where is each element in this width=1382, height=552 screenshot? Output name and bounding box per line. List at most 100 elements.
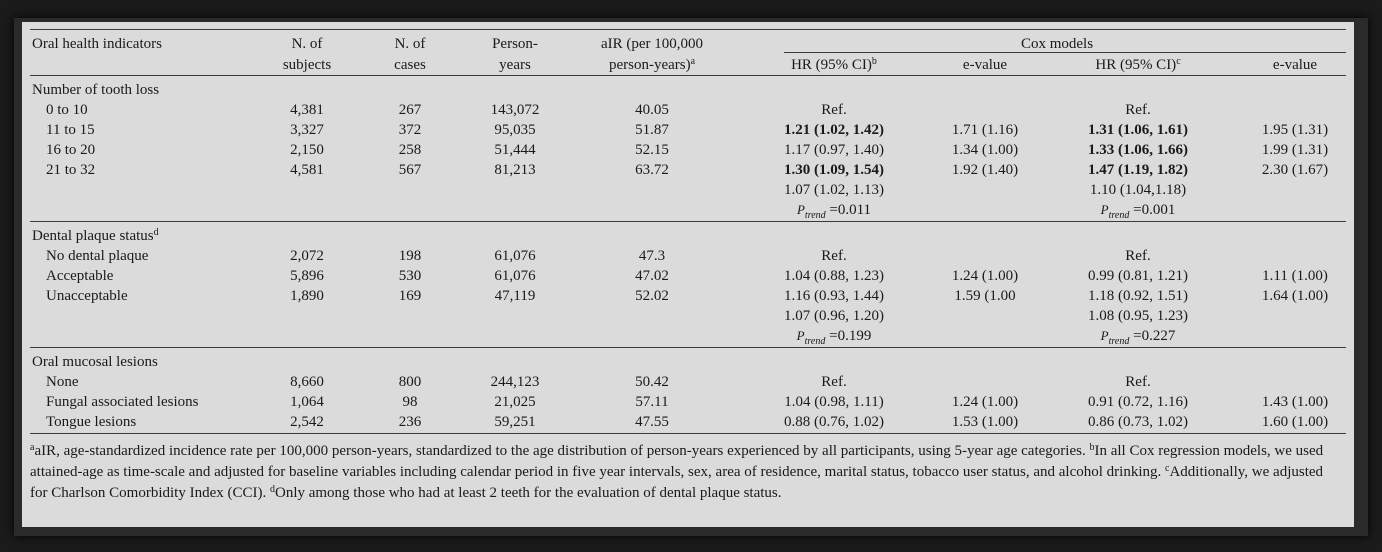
header-hr2: HR (95% CI)c — [1095, 56, 1181, 74]
cell-cases: 98 — [402, 394, 418, 410]
cell-cases: 567 — [398, 162, 422, 178]
cell-py: 95,035 — [494, 122, 536, 138]
cell-ev1: 1.34 (1.00) — [951, 142, 1019, 158]
cell-subjects: 1,064 — [290, 394, 324, 410]
header-cases-2: cases — [394, 57, 426, 73]
cell-hr1: 1.21 (1.02, 1.42) — [784, 122, 884, 138]
row-label: None — [46, 374, 79, 390]
cell-hr2: 0.99 (0.81, 1.21) — [1088, 268, 1188, 284]
cell-trend-hr1: 1.07 (0.96, 1.20) — [784, 308, 884, 324]
cell-air: 47.02 — [635, 268, 669, 284]
row-label: 21 to 32 — [46, 162, 96, 178]
header-indicator: Oral health indicators — [32, 36, 162, 52]
cell-ev1: 1.24 (1.00) — [951, 394, 1019, 410]
header-air-2: person-years)a — [608, 56, 696, 74]
section-rule-1 — [30, 221, 1346, 222]
cell-py: 143,072 — [490, 102, 540, 118]
cell-hr2: 1.18 (0.92, 1.51) — [1088, 288, 1188, 304]
cell-hr2: 0.86 (0.73, 1.02) — [1088, 414, 1188, 430]
cell-py: 51,444 — [494, 142, 536, 158]
cell-cases: 530 — [398, 268, 422, 284]
header-subjects-1: N. of — [291, 36, 323, 52]
row-label: Tongue lesions — [46, 414, 137, 430]
header-ev2: e-value — [1272, 57, 1318, 73]
header-air-1: aIR (per 100,000 — [600, 36, 704, 52]
cell-ev1: 1.24 (1.00) — [951, 268, 1019, 284]
section-title-tooth-loss: Number of tooth loss — [32, 82, 160, 98]
cell-hr2: 0.91 (0.72, 1.16) — [1088, 394, 1188, 410]
cell-hr2: 1.33 (1.06, 1.66) — [1088, 142, 1188, 158]
section-title-mucosal: Oral mucosal lesions — [32, 354, 158, 370]
header-cox: Cox models — [1020, 36, 1094, 52]
cell-ev2: 1.95 (1.31) — [1261, 122, 1329, 138]
header-cases-1: N. of — [394, 36, 426, 52]
footnote-b: In all Cox regression models, we used at… — [30, 443, 1324, 480]
cell-py: 59,251 — [494, 414, 536, 430]
row-label: 16 to 20 — [46, 142, 96, 158]
p-trend-1: Ptrend =0.199 — [796, 328, 872, 347]
cell-ev2: 1.11 (1.00) — [1262, 268, 1328, 284]
cell-hr1: 1.04 (0.98, 1.11) — [784, 394, 884, 410]
cell-hr1: 1.30 (1.09, 1.54) — [784, 162, 884, 178]
cell-air: 57.11 — [635, 394, 669, 410]
cell-hr2: Ref. — [1125, 374, 1151, 390]
p-trend-1: Ptrend =0.011 — [796, 202, 872, 221]
section-rule-2 — [30, 347, 1346, 348]
cell-trend-hr2: 1.08 (0.95, 1.23) — [1088, 308, 1188, 324]
cell-cases: 800 — [398, 374, 422, 390]
header-rule — [30, 75, 1346, 76]
row-label: Unacceptable — [46, 288, 128, 304]
cell-ev2: 2.30 (1.67) — [1261, 162, 1329, 178]
cell-trend-hr1: 1.07 (1.02, 1.13) — [784, 182, 884, 198]
row-label: No dental plaque — [46, 248, 149, 264]
cell-air: 50.42 — [635, 374, 669, 390]
cox-rule — [784, 52, 1346, 53]
cell-ev2: 1.99 (1.31) — [1261, 142, 1329, 158]
p-trend-2: Ptrend =0.001 — [1100, 202, 1176, 221]
footnote-mark-a: a — [30, 442, 35, 453]
cell-subjects: 4,581 — [290, 162, 324, 178]
cell-ev1: 1.71 (1.16) — [951, 122, 1019, 138]
header-py-2: years — [499, 57, 531, 73]
footnote-mark-c: c — [1164, 463, 1170, 474]
cell-subjects: 2,072 — [290, 248, 324, 264]
top-rule — [30, 29, 1346, 30]
cell-air: 40.05 — [635, 102, 669, 118]
p-trend-2: Ptrend =0.227 — [1100, 328, 1176, 347]
cell-air: 51.87 — [635, 122, 669, 138]
cell-cases: 169 — [398, 288, 422, 304]
cell-cases: 267 — [398, 102, 422, 118]
cell-hr1: 1.17 (0.97, 1.40) — [784, 142, 884, 158]
cell-hr2: 1.47 (1.19, 1.82) — [1088, 162, 1188, 178]
footnote-mark-b: b — [1089, 442, 1095, 453]
bottom-rule — [30, 433, 1346, 434]
cell-cases: 372 — [398, 122, 422, 138]
cell-ev1: 1.53 (1.00) — [951, 414, 1019, 430]
header-hr1: HR (95% CI)b — [791, 56, 877, 74]
cell-py: 47,119 — [494, 288, 536, 304]
cell-py: 61,076 — [494, 268, 536, 284]
footnote-mark-d: d — [269, 484, 275, 495]
footnote-a: aIR, age-standardized incidence rate per… — [34, 443, 1090, 459]
header-subjects-2: subjects — [282, 57, 332, 73]
footnote-c: Additionally, we adjusted for Charlson C… — [30, 464, 1324, 501]
cell-ev2: 1.60 (1.00) — [1261, 414, 1329, 430]
cell-subjects: 3,327 — [290, 122, 324, 138]
cell-hr1: 1.04 (0.88, 1.23) — [784, 268, 884, 284]
cell-py: 21,025 — [494, 394, 536, 410]
cell-subjects: 1,890 — [290, 288, 324, 304]
cell-ev1: 1.59 (1.00 — [954, 288, 1016, 304]
cell-cases: 198 — [398, 248, 422, 264]
cell-hr1: 1.16 (0.93, 1.44) — [784, 288, 884, 304]
cell-hr2: Ref. — [1125, 102, 1151, 118]
cell-trend-hr2: 1.10 (1.04,1.18) — [1089, 182, 1187, 198]
cell-py: 81,213 — [494, 162, 536, 178]
cell-air: 47.3 — [638, 248, 666, 264]
section-title-plaque: Dental plaque statusd — [32, 227, 159, 245]
row-label: 0 to 10 — [46, 102, 88, 118]
header-py-1: Person- — [492, 36, 538, 52]
cell-hr2: 1.31 (1.06, 1.61) — [1088, 122, 1188, 138]
footnote-d: Only among those who had at least 2 teet… — [274, 485, 782, 501]
table-document: Oral health indicators N. of subjects N.… — [22, 22, 1354, 527]
cell-hr1: Ref. — [821, 102, 847, 118]
